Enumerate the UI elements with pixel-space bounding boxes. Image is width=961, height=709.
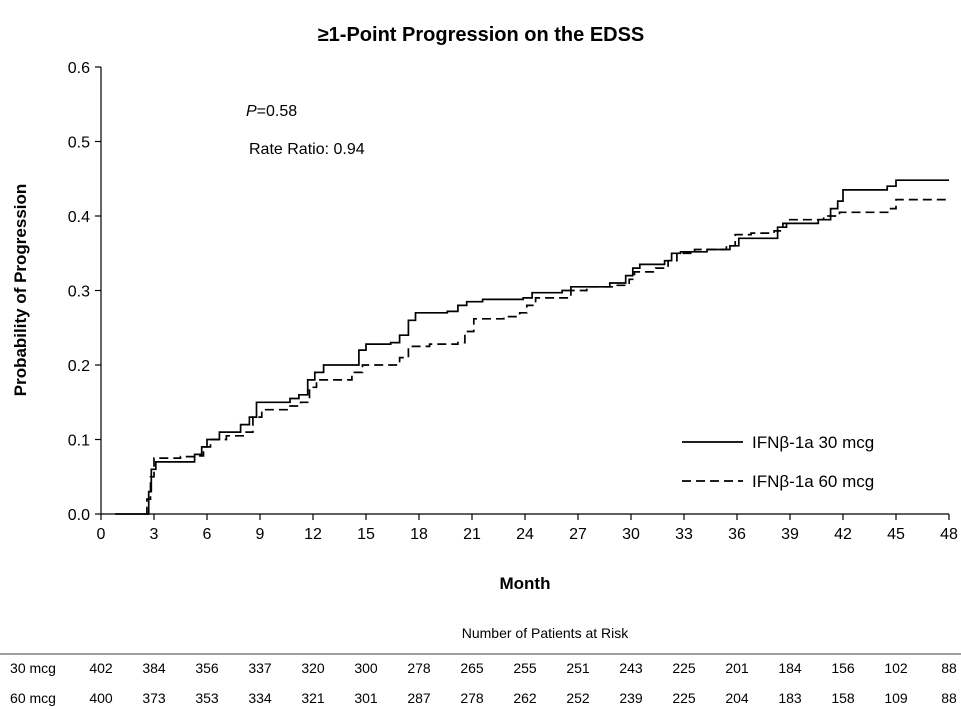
x-tick-label: 48: [940, 526, 958, 543]
risk-cell: 88: [941, 690, 957, 706]
x-tick-label: 30: [622, 526, 640, 543]
risk-cell: 251: [566, 660, 590, 676]
risk-cell: 400: [89, 690, 113, 706]
risk-cell: 320: [301, 660, 325, 676]
risk-table-rows: 30 mcg 402 384 356 337 320 300 278 265 255 251 243 2…: [10, 660, 957, 706]
risk-cell: 373: [142, 690, 166, 706]
series-line-60mcg: [145, 198, 949, 515]
risk-cell: 204: [725, 690, 749, 706]
risk-cell: 102: [884, 660, 908, 676]
x-tick-label: 33: [675, 526, 693, 543]
risk-row-label: 60 mcg: [10, 690, 56, 706]
y-axis-title: Probability of Progression: [11, 184, 30, 397]
risk-cell: 262: [513, 690, 537, 706]
x-tick-label: 9: [256, 526, 265, 543]
y-tick-label: 0.6: [68, 60, 90, 77]
x-tick-label: 42: [834, 526, 852, 543]
risk-table-header: Number of Patients at Risk: [462, 625, 630, 641]
risk-cell: 255: [513, 660, 537, 676]
x-tick-label: 21: [463, 526, 481, 543]
legend-label-30mcg: IFNβ-1a 30 mcg: [752, 433, 874, 452]
risk-cell: 252: [566, 690, 590, 706]
risk-cell: 301: [354, 690, 378, 706]
risk-cell: 337: [248, 660, 272, 676]
risk-cell: 356: [195, 660, 219, 676]
x-tick-label: 12: [304, 526, 322, 543]
risk-cell: 243: [619, 660, 643, 676]
risk-cell: 278: [460, 690, 484, 706]
risk-cell: 278: [407, 660, 431, 676]
risk-cell: 239: [619, 690, 643, 706]
p-value-annotation: P=0.58: [246, 103, 297, 120]
chart-title: ≥1-Point Progression on the EDSS: [318, 24, 645, 46]
risk-cell: 287: [407, 690, 431, 706]
y-tick-label: 0.4: [68, 209, 90, 226]
legend: IFNβ-1a 30 mcg IFNβ-1a 60 mcg: [682, 433, 874, 491]
risk-cell: 183: [778, 690, 802, 706]
y-tick-label: 0.2: [68, 358, 90, 375]
risk-cell: 225: [672, 660, 696, 676]
risk-cell: 300: [354, 660, 378, 676]
risk-table: Number of Patients at Risk 30 mcg 402 384 3…: [0, 625, 961, 706]
risk-cell: 184: [778, 660, 802, 676]
y-tick-label: 0.0: [68, 507, 90, 524]
x-tick-label: 36: [728, 526, 746, 543]
risk-row-label: 30 mcg: [10, 660, 56, 676]
x-tick-label: 27: [569, 526, 587, 543]
x-tick-label: 6: [203, 526, 212, 543]
y-tick-label: 0.1: [68, 433, 90, 450]
x-tick-label: 0: [97, 526, 106, 543]
rate-ratio-annotation: Rate Ratio: 0.94: [249, 141, 365, 158]
risk-cell: 321: [301, 690, 325, 706]
risk-cell: 88: [941, 660, 957, 676]
risk-cell: 158: [831, 690, 855, 706]
x-axis: 0 3 6 9 12 15 18 21 24 27 30 33 36 39 42 45 48: [97, 513, 958, 543]
risk-cell: 384: [142, 660, 166, 676]
y-tick-label: 0.5: [68, 135, 90, 152]
x-tick-label: 45: [887, 526, 905, 543]
x-axis-title: Month: [500, 574, 551, 593]
risk-cell: 109: [884, 690, 908, 706]
risk-cell: 225: [672, 690, 696, 706]
risk-cell: 402: [89, 660, 113, 676]
series-group: [115, 179, 949, 515]
risk-cell: 201: [725, 660, 749, 676]
series-line-30mcg: [115, 179, 949, 515]
x-tick-label: 3: [150, 526, 159, 543]
risk-cell: 353: [195, 690, 219, 706]
x-tick-label: 39: [781, 526, 799, 543]
risk-cell: 265: [460, 660, 484, 676]
x-tick-label: 24: [516, 526, 534, 543]
y-axis: 0.0 0.1 0.2 0.3 0.4 0.5 0.6: [68, 60, 102, 524]
x-tick-label: 15: [357, 526, 375, 543]
risk-cell: 156: [831, 660, 855, 676]
risk-cell: 334: [248, 690, 272, 706]
y-tick-label: 0.3: [68, 284, 90, 301]
x-tick-label: 18: [410, 526, 428, 543]
legend-label-60mcg: IFNβ-1a 60 mcg: [752, 472, 874, 491]
